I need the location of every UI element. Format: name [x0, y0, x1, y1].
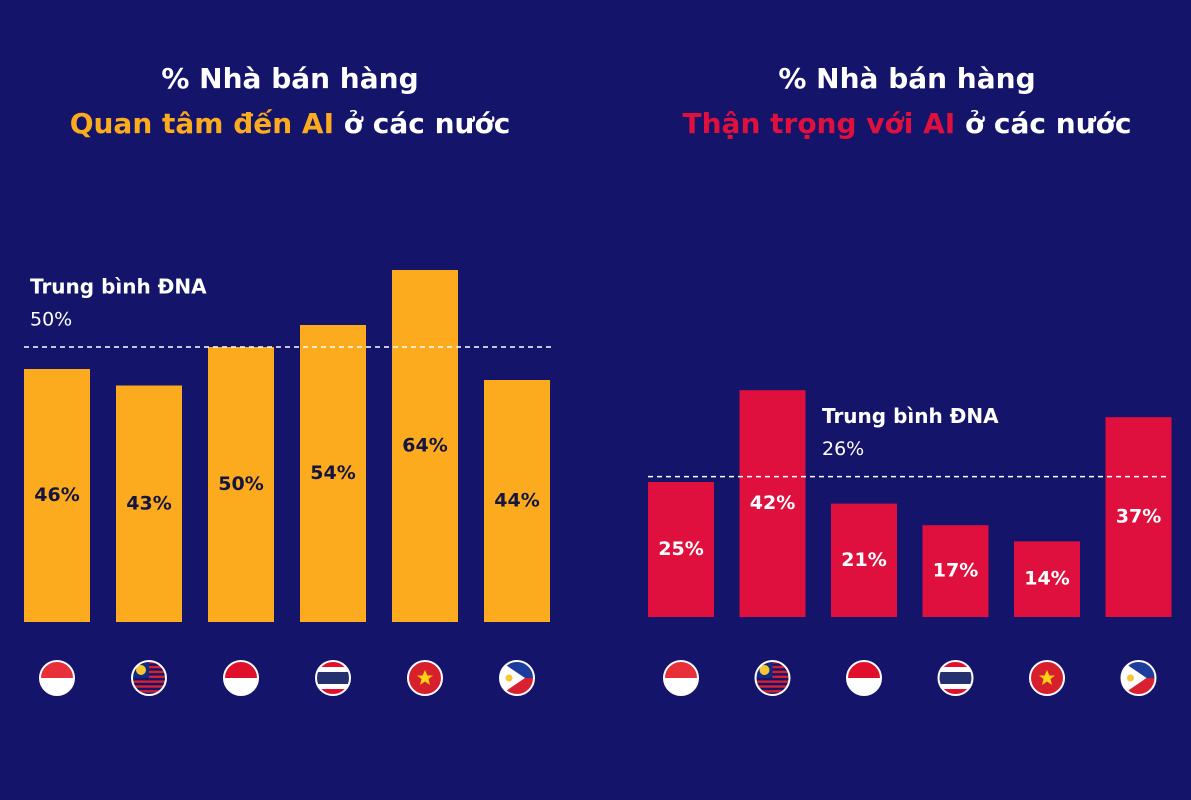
flag-part	[132, 680, 166, 683]
flag-part	[664, 678, 698, 695]
flag-border	[315, 660, 351, 696]
bar	[484, 380, 550, 622]
value-label: 46%	[34, 484, 79, 506]
flag	[499, 660, 535, 696]
title-highlight: Quan tâm đến AI	[70, 107, 334, 140]
flag-part	[755, 685, 790, 688]
value-label: 42%	[750, 492, 795, 514]
bar	[831, 503, 897, 617]
flag-border	[663, 660, 699, 696]
bar	[116, 385, 182, 622]
value-label: 21%	[841, 549, 886, 571]
chart-title: Thận trọng với AI ở các nước	[683, 107, 1132, 140]
flag	[1120, 660, 1157, 696]
flag-part	[664, 661, 698, 678]
chart-title: Quan tâm đến AI ở các nước	[70, 107, 511, 140]
value-label: 25%	[658, 538, 703, 560]
bar	[300, 325, 366, 622]
flag-border	[937, 660, 974, 696]
flag-border	[1120, 660, 1157, 696]
bar	[392, 270, 458, 622]
flag	[663, 660, 699, 696]
title-rest: ở các nước	[334, 107, 510, 140]
flag-inner	[847, 661, 881, 695]
value-label: 17%	[933, 560, 978, 582]
value-label: 64%	[402, 435, 447, 457]
flag-border	[407, 660, 443, 696]
flag	[407, 660, 443, 696]
flag-border	[1029, 660, 1065, 696]
bar	[739, 390, 806, 617]
flag	[315, 660, 351, 696]
average-value: 26%	[822, 438, 864, 460]
flag	[937, 660, 974, 696]
flag	[1029, 660, 1065, 696]
flag	[223, 660, 259, 696]
flag	[846, 660, 882, 696]
flag-part	[132, 685, 166, 688]
flag-part	[132, 690, 166, 693]
flag-part	[847, 678, 881, 695]
flag-part	[224, 678, 258, 695]
value-label: 44%	[494, 490, 539, 512]
flag-part	[417, 670, 433, 685]
flag-border	[754, 660, 791, 696]
flag-part	[1127, 674, 1134, 682]
bar	[208, 347, 274, 622]
title-rest: ở các nước	[955, 107, 1131, 140]
flag-inner	[40, 661, 74, 695]
value-label: 50%	[218, 473, 263, 495]
chart-title: % Nhà bán hàng	[778, 62, 1035, 95]
bar	[24, 369, 90, 622]
flag-part	[938, 672, 973, 684]
value-label: 37%	[1116, 506, 1161, 528]
bar	[648, 482, 714, 617]
flag	[39, 660, 75, 696]
flag-part	[40, 678, 74, 695]
flag-part	[759, 665, 770, 675]
flag-border	[499, 660, 535, 696]
flag-part	[136, 665, 146, 675]
title-highlight: Thận trọng với AI	[683, 107, 956, 140]
flag-part	[505, 674, 513, 682]
bar	[922, 525, 989, 617]
flag-border	[131, 660, 167, 696]
flag-border	[846, 660, 882, 696]
bar	[1014, 541, 1080, 617]
bar	[1105, 417, 1172, 617]
flag-inner	[1121, 661, 1156, 695]
flag-part	[755, 680, 790, 683]
average-label: Trung bình ĐNA	[822, 404, 999, 428]
average-value: 50%	[30, 309, 72, 331]
flag-part	[316, 672, 350, 684]
flag-part	[847, 661, 881, 678]
flag-border	[223, 660, 259, 696]
flag-border	[39, 660, 75, 696]
flag-part	[40, 661, 74, 678]
average-label: Trung bình ĐNA	[30, 275, 207, 299]
flag-inner	[224, 661, 258, 695]
value-label: 14%	[1024, 568, 1069, 590]
chart-title: % Nhà bán hàng	[161, 62, 418, 95]
value-label: 43%	[126, 492, 171, 514]
flag-part	[755, 690, 790, 693]
value-label: 54%	[310, 462, 355, 484]
flag-part	[1039, 670, 1055, 685]
flag-inner	[664, 661, 698, 695]
flag-part	[224, 661, 258, 678]
flag-inner	[500, 661, 534, 695]
